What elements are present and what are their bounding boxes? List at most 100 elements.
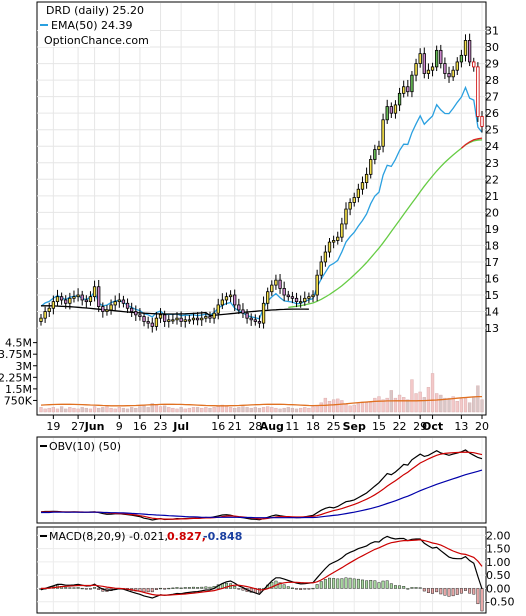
- macd-hist-bar: [163, 588, 167, 590]
- volume-bar: [241, 406, 245, 413]
- candle-body: [418, 53, 422, 64]
- price-tick-label: 29: [485, 58, 499, 71]
- volume-bar: [282, 407, 286, 413]
- candle-body: [228, 294, 233, 298]
- date-tick-label: 11: [285, 420, 299, 433]
- volume-bar: [208, 407, 212, 413]
- macd-hist-bar: [270, 582, 274, 589]
- candle-body: [138, 314, 142, 317]
- volume-bar: [299, 407, 303, 413]
- volume-bar: [191, 407, 196, 413]
- volume-bar: [397, 394, 402, 413]
- candle-body: [125, 302, 130, 309]
- price-tick-label: 21: [485, 190, 499, 203]
- candle-body: [426, 69, 431, 74]
- candle-body: [410, 74, 414, 93]
- legend-site: OptionChance.com: [44, 34, 149, 47]
- obv-signal-line: [41, 451, 483, 520]
- price-tick-label: 27: [485, 91, 499, 104]
- candle-body: [393, 104, 398, 114]
- candle-body: [348, 202, 352, 210]
- candle-body: [319, 261, 323, 276]
- macd-hist-bar: [175, 587, 179, 589]
- price-tick-label: 17: [485, 256, 499, 269]
- volume-bar: [340, 400, 344, 413]
- candle-body: [356, 188, 361, 198]
- macd-hist-bar: [179, 587, 183, 589]
- candle-body: [286, 294, 290, 298]
- macd-hist-bar: [84, 588, 88, 590]
- macd-hist-bar: [200, 586, 204, 589]
- volume-bar: [97, 407, 101, 413]
- volume-bar: [146, 407, 150, 413]
- macd-hist-bar: [286, 586, 290, 589]
- volume-tick-label: 750K: [4, 394, 33, 407]
- price-tick-label: 25: [485, 124, 499, 137]
- candle-body: [253, 319, 257, 322]
- macd-hist-bar: [97, 588, 101, 590]
- candle-body: [88, 296, 93, 303]
- macd-hist-bar: [426, 588, 430, 593]
- volume-bar: [154, 404, 159, 413]
- volume-bar: [175, 408, 179, 413]
- date-tick-label: 25: [327, 420, 341, 433]
- volume-bar: [80, 407, 84, 413]
- price-tick-label: 30: [485, 41, 499, 54]
- volume-bar: [84, 407, 88, 413]
- date-tick-label: 23: [154, 420, 168, 433]
- candle-body: [55, 296, 60, 303]
- volume-bar: [150, 403, 154, 413]
- macd-tick-label: 1.50: [486, 543, 511, 556]
- macd-hist-bar: [278, 582, 282, 589]
- candle-body: [195, 317, 200, 321]
- candle-body: [377, 145, 381, 150]
- volume-bar: [55, 408, 60, 413]
- macd-tick-label: -0.50: [486, 596, 514, 609]
- macd-hist-bar: [154, 588, 158, 590]
- volume-bar: [377, 396, 381, 413]
- macd-hist-bar: [381, 580, 385, 589]
- candle-body: [47, 307, 51, 312]
- candle-body: [352, 197, 356, 203]
- macd-hist-bar: [344, 577, 348, 589]
- candle-body: [245, 312, 249, 319]
- volume-bar: [348, 405, 352, 413]
- candle-body: [459, 54, 464, 63]
- candle-body: [476, 66, 480, 117]
- volume-bar: [51, 407, 56, 413]
- candle-body: [373, 149, 377, 160]
- candle-body: [154, 317, 159, 327]
- macd-hist-bar: [451, 588, 455, 597]
- price-tick-label: 26: [485, 107, 499, 120]
- volume-bar: [463, 397, 468, 413]
- date-tick-label: Aug: [260, 420, 284, 433]
- candle-body: [51, 301, 56, 309]
- macd-hist-bar: [204, 586, 208, 589]
- macd-hist-bar: [328, 577, 331, 589]
- volume-bar: [43, 408, 47, 413]
- date-tick-label: 21: [228, 420, 242, 433]
- candle-body: [162, 314, 167, 322]
- macd-hist-bar: [142, 588, 146, 593]
- macd-hist-bar: [447, 588, 451, 597]
- obv-title: OBV(10) (50): [49, 440, 121, 453]
- candle-body: [121, 299, 126, 304]
- candle-body: [101, 306, 105, 312]
- candle-body: [327, 241, 332, 253]
- macd-hist-bar: [311, 587, 315, 590]
- volume-bar: [171, 407, 175, 413]
- macd-hist-bar: [76, 587, 80, 589]
- volume-bar: [327, 401, 332, 413]
- candle-body: [249, 317, 253, 321]
- volume-bar: [385, 397, 389, 413]
- volume-bar: [134, 407, 138, 413]
- candle-body: [97, 286, 101, 307]
- candle-body: [360, 182, 365, 190]
- volume-bar: [439, 394, 443, 413]
- candle-body: [340, 223, 344, 238]
- candle-body: [150, 322, 154, 327]
- candle-body: [303, 297, 307, 303]
- date-tick-label: 16: [211, 420, 225, 433]
- volume-bar: [418, 391, 422, 413]
- macd-hist-bar: [237, 588, 241, 590]
